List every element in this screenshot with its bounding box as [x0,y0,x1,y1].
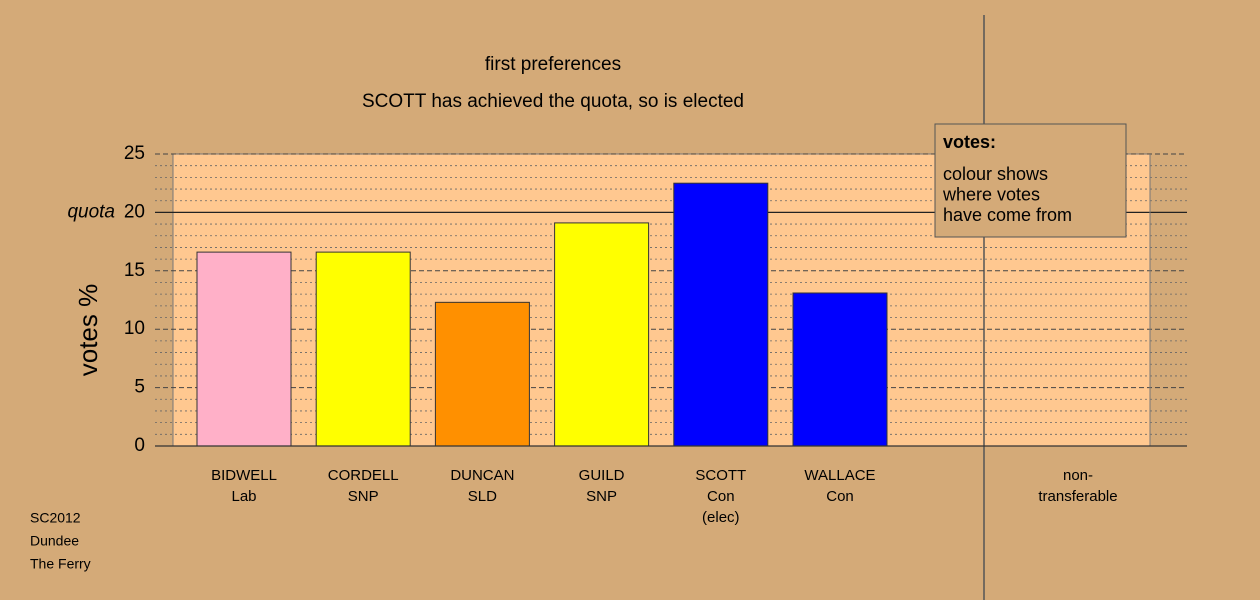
footer-text: Dundee [30,533,79,549]
bar [434,301,530,447]
x-tick-label: transferable [1038,488,1117,505]
bar [315,251,411,447]
x-tick-label: BIDWELL [211,467,277,484]
legend-box [934,123,1127,238]
x-tick-label: CORDELL [328,467,399,484]
bar [673,182,769,447]
y-tick-label: 0 [134,435,145,456]
y-tick-label: 25 [124,143,145,164]
bar [196,251,292,447]
quota-label: quota [67,201,115,222]
x-tick-label: non- [1063,467,1093,484]
x-tick-label: DUNCAN [450,467,514,484]
x-tick-label: Con [826,488,854,505]
legend-title: votes: [943,132,996,152]
y-tick-label: 10 [124,318,145,339]
x-tick-label: SLD [468,488,497,505]
y-tick-label: 5 [134,377,145,398]
x-tick-label: SNP [586,488,617,505]
legend-text: colour shows [943,164,1048,184]
x-tick-label: SNP [348,488,379,505]
footer-text: SC2012 [30,510,81,526]
legend-text: where votes [942,184,1040,204]
x-tick-label: Con [707,488,735,505]
y-tick-label: 20 [124,201,145,222]
x-tick-label: Lab [231,488,256,505]
bar [792,292,888,447]
chart-subtitle: SCOTT has achieved the quota, so is elec… [362,91,744,112]
x-tick-label: GUILD [579,467,625,484]
x-tick-label: SCOTT [695,467,746,484]
legend-text: have come from [943,205,1072,225]
footer-text: The Ferry [30,556,91,572]
y-tick-label: 15 [124,260,145,281]
chart-title: first preferences [485,54,621,75]
x-tick-label: (elec) [702,509,740,526]
x-tick-label: WALLACE [804,467,875,484]
bar [554,222,650,447]
y-axis-label: votes % [73,284,103,377]
